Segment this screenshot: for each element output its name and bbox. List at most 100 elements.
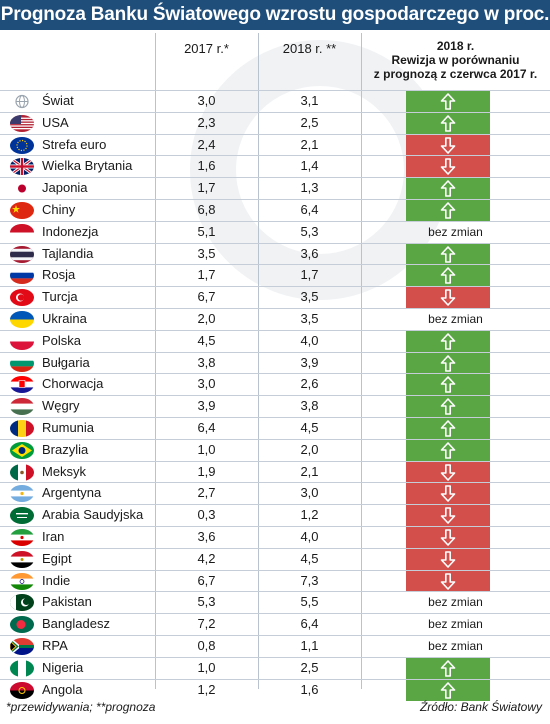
value-2017: 6,4 <box>197 420 216 435</box>
country-name: Ukraina <box>42 311 87 326</box>
country-name: RPA <box>42 638 68 653</box>
table-row: Chorwacja 3,0 2,6 <box>0 373 550 396</box>
revision-up-cell <box>406 374 490 396</box>
value-2018: 3,1 <box>300 93 319 108</box>
header-revision-line3: z prognozą z czerwca 2017 r. <box>373 67 538 81</box>
value-2018: 4,0 <box>300 332 319 348</box>
usa-flag-icon <box>10 114 34 132</box>
source-note: Źródło: Bank Światowy <box>419 700 542 714</box>
country-name: Turcja <box>42 289 78 305</box>
value-2017: 3,8 <box>197 354 216 370</box>
table-row: Tajlandia 3,5 3,6 <box>0 242 550 265</box>
saudi-arabia-flag-icon <box>10 507 34 525</box>
revision-up-cell <box>406 112 490 134</box>
table-row: Pakistan 5,3 5,5 bez zmian <box>0 591 550 613</box>
country-name: Bułgaria <box>42 354 90 370</box>
value-2017: 5,3 <box>197 594 216 610</box>
nigeria-flag-icon <box>10 659 34 677</box>
table-row: USA 2,3 2,5 <box>0 111 550 134</box>
world-flag-icon <box>10 93 34 110</box>
value-2018: 4,5 <box>300 550 319 566</box>
country-name: Polska <box>42 332 82 348</box>
column-divider <box>361 33 362 689</box>
poland-flag-icon <box>10 332 34 350</box>
table-row: Węgry 3,9 3,8 <box>0 395 550 418</box>
brazil-flag-icon <box>10 441 34 459</box>
table-row: Indonezja 5,1 5,3 bez zmian <box>0 220 550 243</box>
revision-up-cell <box>406 352 490 374</box>
country-name: Pakistan <box>42 594 92 610</box>
revision-down-cell <box>406 134 490 156</box>
value-2017: 3,6 <box>197 529 216 544</box>
table-row: Rosja 1,7 1,7 <box>0 264 550 287</box>
revision-no-change: bez zmian <box>428 224 483 239</box>
angola-flag-icon <box>10 681 34 699</box>
table-row: Angola 1,2 1,6 <box>0 678 550 701</box>
value-2017: 6,7 <box>197 289 216 305</box>
table-row: Argentyna 2,7 3,0 <box>0 482 550 505</box>
table-row: Arabia Saudyjska 0,3 1,2 <box>0 504 550 527</box>
header-revision: 2018 r. Rewizja w porównaniu z prognozą … <box>361 39 550 95</box>
value-2018: 1,1 <box>300 638 319 653</box>
turkey-flag-icon <box>10 289 34 307</box>
country-name: Bangladesz <box>42 616 110 632</box>
iran-flag-icon <box>10 529 34 546</box>
revision-down-cell <box>406 548 490 570</box>
country-name: Japonia <box>42 180 88 196</box>
country-name: Indie <box>42 572 71 588</box>
eu-flag-icon <box>10 136 34 154</box>
table-row: Brazylia 1,0 2,0 <box>0 438 550 461</box>
value-2017: 6,7 <box>197 572 216 588</box>
revision-up-cell <box>406 200 490 221</box>
value-2018: 4,5 <box>300 420 319 435</box>
table-row: Świat 3,0 3,1 <box>0 90 550 112</box>
country-name: Rosja <box>42 267 76 283</box>
value-2018: 2,0 <box>300 441 319 457</box>
value-2017: 4,5 <box>197 332 216 348</box>
country-name: Argentyna <box>42 485 102 501</box>
revision-no-change: bez zmian <box>428 639 483 653</box>
value-2017: 3,0 <box>197 93 216 108</box>
thailand-flag-icon <box>10 245 34 263</box>
revision-up-cell <box>406 439 490 461</box>
indonesia-flag-icon <box>10 223 34 241</box>
value-2017: 1,0 <box>197 659 216 675</box>
value-2018: 5,3 <box>300 223 319 239</box>
header-2017: 2017 r.* <box>184 41 229 56</box>
revision-down-cell <box>406 570 490 592</box>
value-2017: 5,1 <box>197 223 216 239</box>
revision-up-cell <box>406 657 490 679</box>
value-2018: 2,1 <box>300 136 319 152</box>
value-2018: 1,6 <box>300 681 319 697</box>
value-2017: 3,5 <box>197 245 216 261</box>
value-2017: 1,7 <box>197 180 216 196</box>
value-2018: 3,8 <box>300 398 319 414</box>
value-2017: 1,0 <box>197 441 216 457</box>
table-row: Bangladesz 7,2 6,4 bez zmian <box>0 613 550 635</box>
value-2017: 3,0 <box>197 376 216 392</box>
country-name: Brazylia <box>42 441 89 457</box>
table-row: Polska 4,5 4,0 <box>0 329 550 352</box>
table-row: Meksyk 1,9 2,1 <box>0 460 550 483</box>
value-2017: 2,0 <box>197 311 216 326</box>
country-name: Chiny <box>42 202 76 217</box>
croatia-flag-icon <box>10 376 34 394</box>
revision-down-cell <box>406 505 490 527</box>
value-2018: 7,3 <box>300 572 319 588</box>
value-2017: 2,4 <box>197 136 216 152</box>
revision-up-cell <box>406 330 490 352</box>
country-name: Strefa euro <box>42 136 107 152</box>
table-row: Iran 3,6 4,0 <box>0 526 550 548</box>
value-2018: 3,5 <box>300 289 319 305</box>
table-row: Egipt 4,2 4,5 <box>0 547 550 570</box>
value-2017: 2,3 <box>197 114 216 130</box>
revision-up-cell <box>406 265 490 287</box>
table-row: Indie 6,7 7,3 <box>0 569 550 592</box>
header-revision-line2: Rewizja w porównaniu <box>391 53 520 67</box>
bulgaria-flag-icon <box>10 354 34 372</box>
table-row: RPA 0,8 1,1 bez zmian <box>0 635 550 657</box>
value-2017: 1,6 <box>197 158 216 174</box>
value-2018: 5,5 <box>300 594 319 610</box>
russia-flag-icon <box>10 267 34 285</box>
country-name: Rumunia <box>42 420 95 435</box>
